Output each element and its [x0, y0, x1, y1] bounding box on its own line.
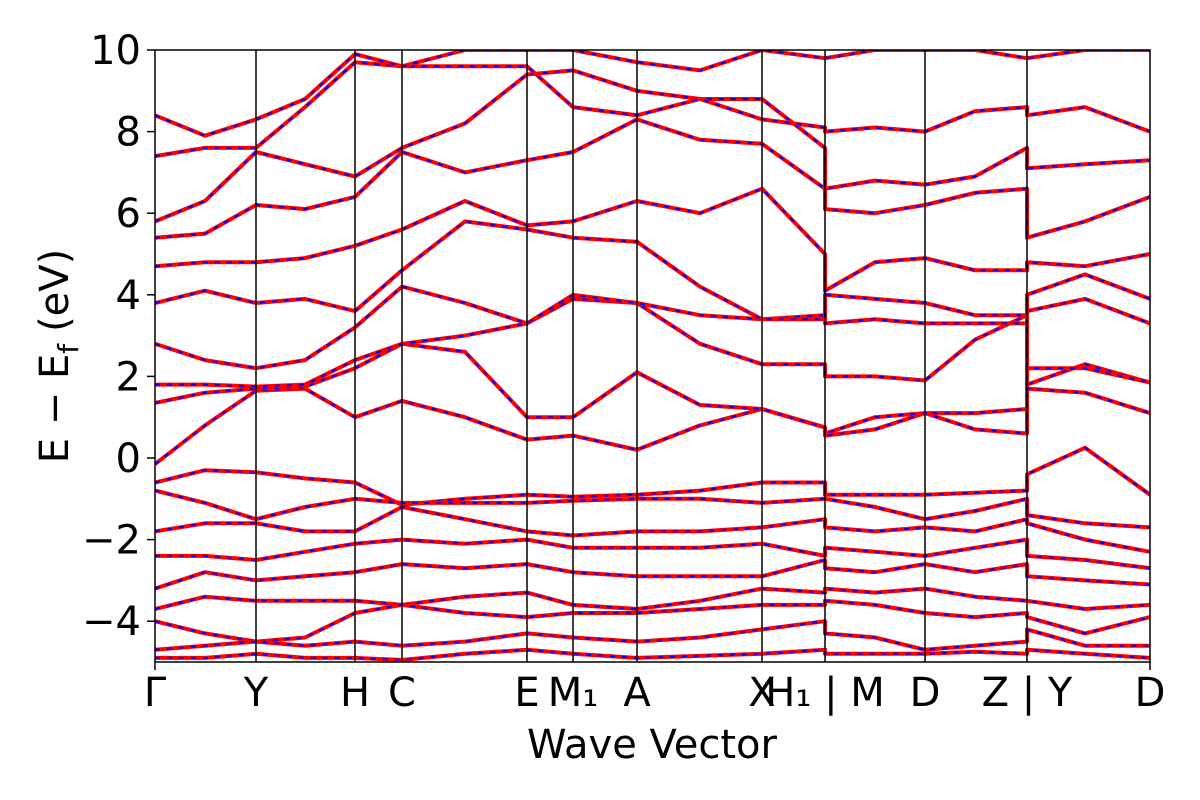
x-tick-label: M₁: [548, 670, 599, 716]
band: [155, 117, 1150, 240]
band-overlay: [155, 50, 1150, 137]
band-overlay: [155, 559, 1150, 590]
x-tick-label: H: [340, 670, 370, 716]
y-tick-label: −2: [82, 518, 141, 564]
x-tick-label: Γ: [144, 670, 167, 716]
band-overlay: [155, 187, 1150, 292]
x-tick-label: D: [1135, 670, 1166, 716]
x-tick-label: H₁ | M: [765, 670, 885, 716]
y-tick-label: 4: [116, 273, 141, 319]
x-tick-label: A: [623, 670, 651, 716]
y-tick-label: −4: [82, 599, 141, 645]
band-overlay: [155, 538, 1150, 570]
band: [155, 488, 1150, 530]
band-overlay: [155, 285, 1150, 370]
band: [155, 558, 1150, 591]
x-axis-label: Wave Vector: [527, 722, 778, 768]
band-overlay: [155, 220, 1150, 321]
x-tick-label: X: [748, 670, 775, 716]
plot-area: [155, 50, 1150, 662]
y-tick-label: 6: [116, 191, 141, 237]
x-tick-label: E: [514, 670, 539, 716]
band-overlay: [155, 587, 1150, 610]
y-tick-label: 0: [116, 436, 141, 482]
band-overlay: [155, 599, 1150, 643]
band-overlay: [155, 489, 1150, 529]
y-tick-label: 8: [116, 110, 141, 156]
band: [155, 68, 1150, 224]
y-axis-label-unit: (eV): [32, 249, 78, 332]
y-axis-label-main: E − E: [32, 354, 78, 464]
x-tick-label: Y: [243, 670, 269, 716]
x-tick-label: C: [388, 670, 416, 716]
x-tick-label: Z | Y: [982, 670, 1073, 716]
band: [155, 619, 1150, 652]
band-overlay: [155, 118, 1150, 239]
band-overlay: [155, 342, 1150, 435]
x-tick-label: D: [910, 670, 941, 716]
band-overlay: [155, 297, 1150, 415]
y-tick-label: 10: [90, 28, 141, 74]
band-overlay: [155, 363, 1150, 465]
band-overlay: [155, 446, 1150, 506]
band: [155, 445, 1150, 507]
y-tick-label: 2: [116, 354, 141, 400]
y-axis-label: E − Ef (eV): [32, 249, 85, 464]
plot-frame: [154, 49, 1151, 663]
band-overlay: [155, 506, 1150, 553]
y-axis-label-sub: f: [52, 343, 85, 354]
band: [155, 647, 1150, 662]
band: [155, 537, 1150, 571]
band-overlay: [155, 69, 1150, 223]
band: [155, 60, 1150, 159]
